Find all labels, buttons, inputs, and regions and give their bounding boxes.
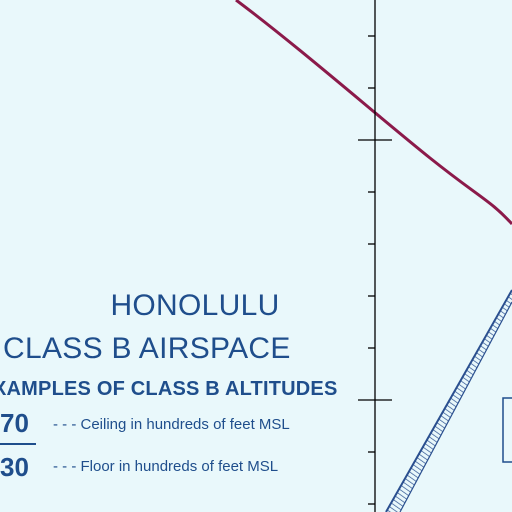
chart-title-line1: HONOLULU	[110, 289, 280, 322]
ceiling-value: 70	[0, 408, 29, 438]
class-b-boundary-arc	[235, 0, 512, 226]
data-box	[502, 397, 512, 463]
examples-heading: XAMPLES OF CLASS B ALTITUDES	[0, 378, 338, 400]
hatched-airspace-boundary	[385, 289, 512, 512]
floor-description: - - - Floor in hundreds of feet MSL	[53, 458, 279, 475]
meridian-line	[358, 0, 392, 512]
chart-title-line2: CLASS B AIRSPACE	[3, 332, 291, 365]
fraction-divider	[0, 443, 36, 445]
ceiling-description: - - - Ceiling in hundreds of feet MSL	[53, 416, 290, 433]
floor-value: 30	[0, 452, 29, 482]
